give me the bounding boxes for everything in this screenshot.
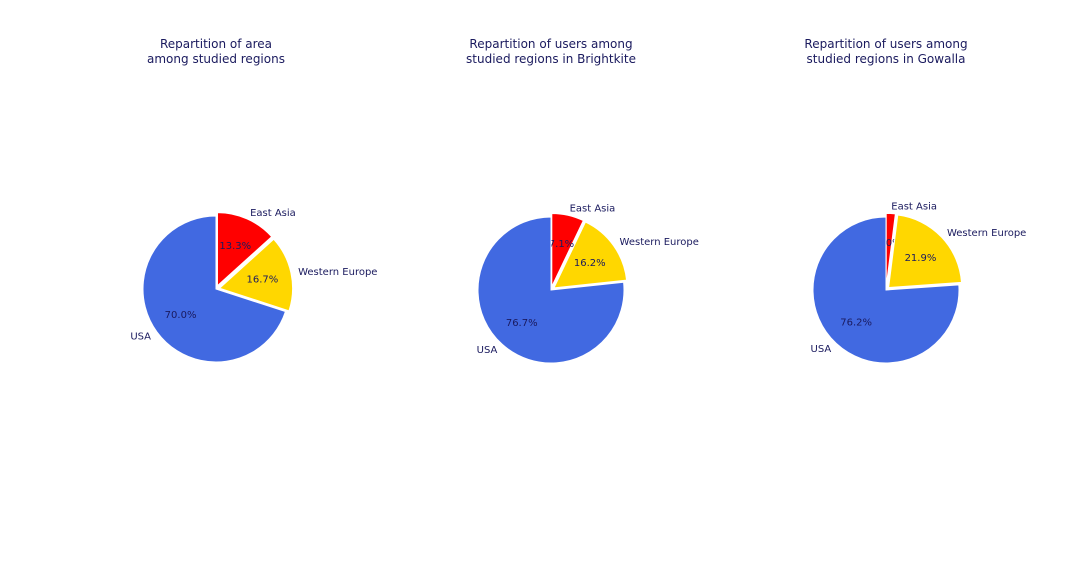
slice-percent-label: 76.7%: [506, 318, 538, 329]
slice-category-label: East Asia: [250, 208, 296, 219]
slice-category-label: USA: [477, 345, 498, 356]
slice-category-label: USA: [811, 344, 832, 355]
pie-slice-usa: [477, 216, 625, 364]
slice-percent-label: 76.2%: [840, 318, 872, 329]
chart-title-line: studied regions in Gowalla: [807, 52, 966, 66]
pie-slice-usa: [812, 216, 960, 364]
slice-percent-label: 13.3%: [219, 241, 251, 252]
pie-slice-east-asia: [551, 212, 584, 287]
chart-title-line: Repartition of users among: [804, 37, 967, 51]
slice-percent-label: 16.7%: [247, 275, 279, 286]
pie-slice-usa: [142, 215, 287, 363]
slice-category-label: USA: [130, 332, 151, 343]
slice-percent-label: 70.0%: [165, 310, 197, 321]
slice-category-label: Western Europe: [620, 237, 699, 248]
slice-percent-label: 2.0%: [876, 238, 901, 249]
pie-slice-western-europe: [888, 214, 963, 289]
chart-title-line: Repartition of area: [160, 37, 272, 51]
slice-percent-label: 16.2%: [574, 258, 606, 269]
chart-title-line: Repartition of users among: [469, 37, 632, 51]
pie-slice-western-europe: [218, 238, 294, 312]
slice-category-label: East Asia: [891, 202, 937, 213]
slice-percent-label: 21.9%: [905, 253, 937, 264]
pie-slice-western-europe: [553, 221, 628, 289]
slice-category-label: East Asia: [570, 204, 616, 215]
slice-category-label: Western Europe: [298, 267, 377, 278]
slice-category-label: Western Europe: [947, 228, 1026, 239]
chart-title-line: among studied regions: [147, 52, 285, 66]
slice-percent-label: 7.1%: [549, 239, 574, 250]
pie-slice-east-asia: [885, 212, 896, 287]
chart-title-line: studied regions in Brightkite: [466, 52, 636, 66]
pie-slice-east-asia: [216, 212, 273, 287]
